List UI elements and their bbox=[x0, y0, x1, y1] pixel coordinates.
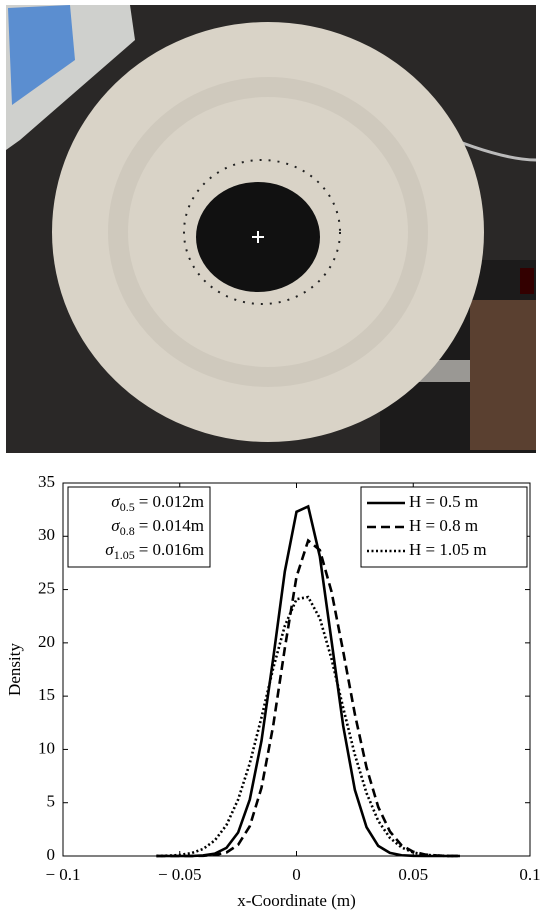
annotation: σ1.05 = 0.016m bbox=[105, 540, 204, 562]
y-tick-label: 10 bbox=[38, 738, 55, 757]
y-tick-label: 15 bbox=[38, 685, 55, 704]
y-tick-label: 0 bbox=[47, 845, 56, 864]
photo-center-mark bbox=[252, 231, 264, 243]
photo-impact-scatter bbox=[183, 159, 341, 305]
y-tick-label: 35 bbox=[38, 472, 55, 491]
annotation: σ0.5 = 0.012m bbox=[111, 492, 204, 514]
annotation-subscript: 0.5 bbox=[120, 500, 135, 514]
legend-label: H = 1.05 m bbox=[409, 540, 487, 559]
density-line bbox=[156, 595, 460, 858]
x-tick-label: − 0.05 bbox=[158, 865, 202, 884]
y-tick-label: 20 bbox=[38, 632, 55, 651]
annotation-symbol: σ bbox=[105, 540, 114, 559]
photo bbox=[6, 5, 537, 453]
annotation-symbol: σ bbox=[111, 492, 120, 511]
annotation-subscript: 1.05 bbox=[114, 548, 135, 562]
y-tick-label: 25 bbox=[38, 578, 55, 597]
x-axis-label: x-Coordinate (m) bbox=[237, 891, 356, 910]
photo-table bbox=[470, 300, 536, 450]
annotation-subscript: 0.8 bbox=[120, 524, 135, 538]
annotation: σ0.8 = 0.014m bbox=[111, 516, 204, 538]
y-tick-label: 5 bbox=[47, 792, 56, 811]
annotation-text: = 0.014m bbox=[139, 516, 204, 535]
x-tick-label: 0.05 bbox=[398, 865, 428, 884]
annotation-text: = 0.012m bbox=[139, 492, 204, 511]
x-tick-label: 0.1 bbox=[519, 865, 540, 884]
annotation-text: = 0.016m bbox=[139, 540, 204, 559]
x-tick-label: 0 bbox=[292, 865, 301, 884]
photo-disc-ring bbox=[108, 77, 428, 387]
annotation-box bbox=[67, 486, 211, 568]
y-tick-label: 30 bbox=[38, 525, 55, 544]
photo-screen bbox=[8, 5, 75, 105]
legend-label: H = 0.5 m bbox=[409, 492, 478, 511]
y-axis-label: Density bbox=[5, 643, 24, 696]
density-line bbox=[156, 538, 460, 858]
annotation-symbol: σ bbox=[111, 516, 120, 535]
photo-display bbox=[520, 268, 534, 294]
x-tick-label: − 0.1 bbox=[45, 865, 80, 884]
chart: − 0.1 − 0.05 0 0.05 0.1 0 5 10 15 20 25 30 35 x-Coord… bbox=[5, 472, 541, 910]
legend-label: H = 0.8 m bbox=[409, 516, 478, 535]
